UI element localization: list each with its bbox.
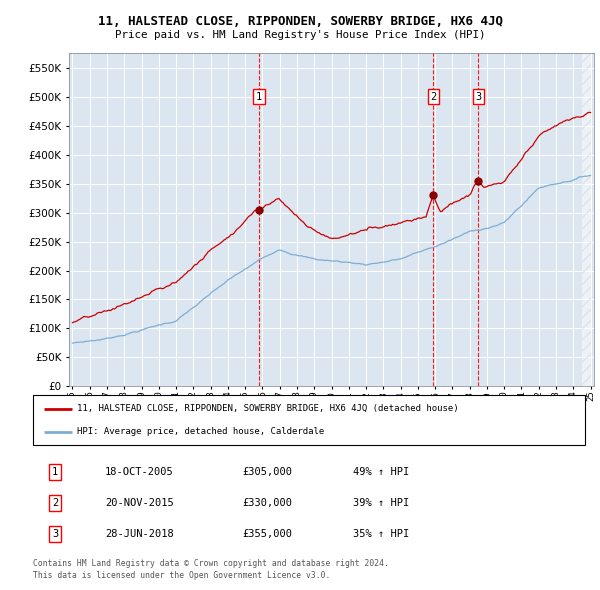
Text: 3: 3 <box>52 529 58 539</box>
Text: This data is licensed under the Open Government Licence v3.0.: This data is licensed under the Open Gov… <box>33 571 331 580</box>
Text: 11, HALSTEAD CLOSE, RIPPONDEN, SOWERBY BRIDGE, HX6 4JQ (detached house): 11, HALSTEAD CLOSE, RIPPONDEN, SOWERBY B… <box>77 404 459 414</box>
Text: 20-NOV-2015: 20-NOV-2015 <box>105 498 173 508</box>
Text: 28-JUN-2018: 28-JUN-2018 <box>105 529 173 539</box>
Text: HPI: Average price, detached house, Calderdale: HPI: Average price, detached house, Cald… <box>77 427 325 437</box>
Text: 49% ↑ HPI: 49% ↑ HPI <box>353 467 409 477</box>
FancyBboxPatch shape <box>33 395 585 445</box>
Text: 1: 1 <box>256 91 262 101</box>
Text: 2: 2 <box>430 91 437 101</box>
Text: £305,000: £305,000 <box>243 467 293 477</box>
Text: 11, HALSTEAD CLOSE, RIPPONDEN, SOWERBY BRIDGE, HX6 4JQ: 11, HALSTEAD CLOSE, RIPPONDEN, SOWERBY B… <box>97 15 503 28</box>
Text: £355,000: £355,000 <box>243 529 293 539</box>
Text: 18-OCT-2005: 18-OCT-2005 <box>105 467 173 477</box>
Text: Price paid vs. HM Land Registry's House Price Index (HPI): Price paid vs. HM Land Registry's House … <box>115 30 485 40</box>
Text: 3: 3 <box>475 91 481 101</box>
Text: Contains HM Land Registry data © Crown copyright and database right 2024.: Contains HM Land Registry data © Crown c… <box>33 559 389 568</box>
Text: 39% ↑ HPI: 39% ↑ HPI <box>353 498 409 508</box>
Polygon shape <box>582 53 590 386</box>
Text: 35% ↑ HPI: 35% ↑ HPI <box>353 529 409 539</box>
Text: £330,000: £330,000 <box>243 498 293 508</box>
Text: 2: 2 <box>52 498 58 508</box>
Text: 1: 1 <box>52 467 58 477</box>
